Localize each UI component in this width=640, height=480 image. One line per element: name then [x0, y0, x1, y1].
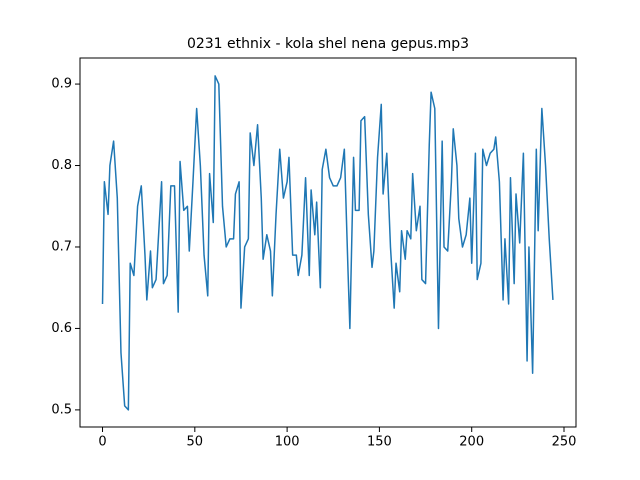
y-tick-label: 0.7 — [51, 239, 72, 254]
y-tick-label: 0.9 — [51, 77, 72, 92]
x-tick-label: 0 — [98, 435, 106, 450]
y-tick-label: 0.6 — [51, 321, 72, 336]
axes-frame — [79, 57, 577, 428]
x-tick-label: 150 — [367, 435, 392, 450]
x-tick-label: 250 — [552, 435, 577, 450]
chart-title: 0231 ethnix - kola shel nena gepus.mp3 — [187, 36, 469, 52]
y-tick-label: 0.8 — [51, 158, 72, 173]
y-tick-label: 0.5 — [51, 402, 72, 417]
x-tick-label: 200 — [459, 435, 484, 450]
x-tick-label: 100 — [275, 435, 300, 450]
x-tick-label: 50 — [187, 435, 204, 450]
data-line — [101, 75, 554, 411]
